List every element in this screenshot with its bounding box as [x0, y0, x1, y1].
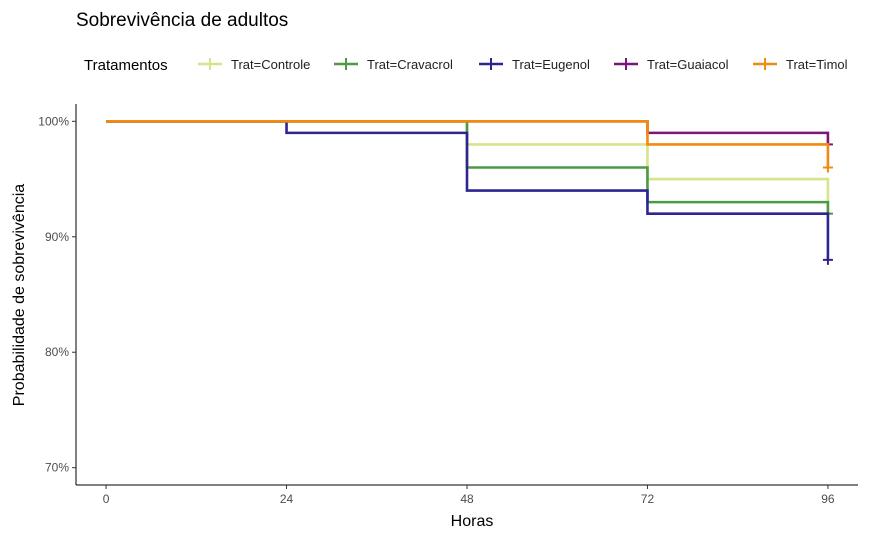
series-line-4: [106, 120, 830, 168]
x-tick-label: 24: [280, 492, 294, 506]
x-tick-label: 48: [460, 492, 474, 506]
legend-title: Tratamentos: [84, 57, 168, 74]
legend: Tratamentos Trat=Controle Trat=Cravacrol T…: [84, 57, 848, 74]
chart-title: Sobrevivência de adultos: [76, 10, 288, 31]
y-tick-label: 70%: [45, 461, 69, 475]
legend-label: Trat=Timol: [786, 57, 848, 72]
censor-mark-2: [822, 254, 833, 265]
x-tick-label: 0: [103, 492, 110, 506]
plot-area: 0 24 48 72 96 70% 80% 90% 100%: [38, 104, 858, 506]
legend-item-0: Trat=Controle: [198, 57, 310, 72]
legend-label: Trat=Guaiacol: [647, 57, 729, 72]
y-axis-title: Probabilidade de sobrevivência: [11, 184, 28, 406]
legend-item-2: Trat=Eugenol: [479, 57, 590, 72]
y-tick-label: 80%: [45, 345, 69, 359]
legend-label: Trat=Eugenol: [512, 57, 590, 72]
y-tick-label: 90%: [45, 230, 69, 244]
x-tick-label: 96: [821, 492, 835, 506]
series-line-2: [106, 120, 830, 260]
legend-label: Trat=Cravacrol: [367, 57, 453, 72]
x-axis-title: Horas: [451, 513, 494, 530]
legend-label: Trat=Controle: [231, 57, 310, 72]
legend-item-1: Trat=Cravacrol: [334, 57, 453, 72]
y-tick-label: 100%: [38, 114, 69, 128]
legend-item-4: Trat=Timol: [753, 57, 848, 72]
x-tick-label: 72: [641, 492, 655, 506]
censor-mark-4: [822, 162, 833, 173]
legend-item-3: Trat=Guaiacol: [614, 57, 729, 72]
